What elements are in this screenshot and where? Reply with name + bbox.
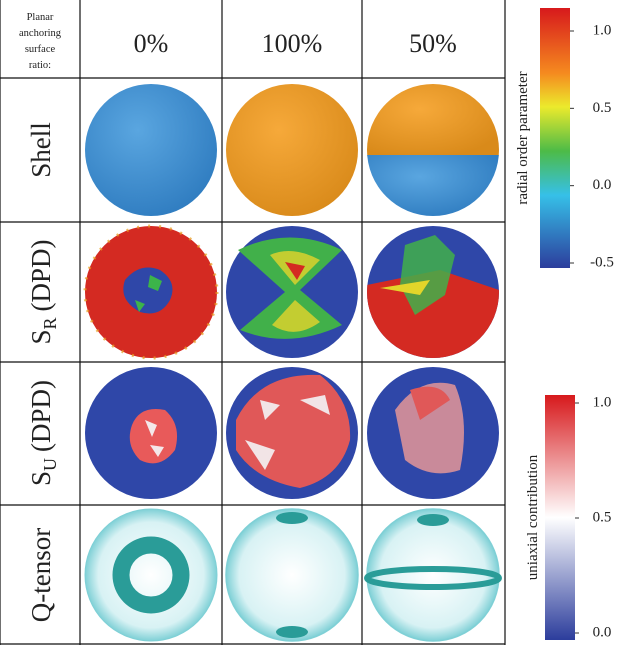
colorbar-tick-label: 1.0: [593, 22, 612, 38]
row-label-suffix: (DPD): [26, 380, 56, 452]
column-header: 0%: [134, 29, 169, 58]
row-label: SR (DPD): [26, 239, 60, 344]
colorbar-title: radial order parameter: [515, 71, 531, 204]
header-line: Planar: [27, 12, 54, 23]
colorbar-tick-label: 0.5: [593, 509, 612, 525]
row-label-main: S: [26, 329, 56, 344]
sphere-q: [84, 508, 502, 642]
sphere-su: [85, 367, 499, 499]
colorbar-tick-label: 0.5: [593, 100, 612, 116]
sphere: [85, 84, 217, 216]
row-label: Q-tensor: [26, 528, 56, 622]
header-line: anchoring: [19, 28, 62, 39]
row-label-main: S: [26, 471, 56, 486]
row-label: Shell: [26, 122, 56, 178]
header-label: Planar anchoring surface ratio:: [19, 12, 62, 71]
column-header: 50%: [409, 29, 457, 58]
row-label-suffix: (DPD): [26, 239, 56, 311]
row-label: SU (DPD): [26, 380, 60, 486]
colorbar-tick-label: -0.5: [590, 254, 614, 270]
colorbar: [545, 395, 575, 640]
sphere-sr: [83, 224, 499, 360]
column-header: 100%: [262, 29, 323, 58]
row-label-sub: R: [40, 317, 60, 329]
header-line: ratio:: [29, 60, 51, 71]
colorbar-title: uniaxial contribution: [525, 454, 541, 580]
row-label-sub: U: [40, 458, 60, 471]
sphere: [226, 84, 358, 216]
colorbar-tick-label: 0.0: [593, 624, 612, 640]
table-grid: [0, 0, 506, 645]
header-line: surface: [25, 44, 56, 55]
colorbar-tick-label: 0.0: [593, 177, 612, 193]
colorbar: [540, 8, 570, 268]
sphere: [367, 84, 499, 216]
colorbar-tick-label: 1.0: [593, 394, 612, 410]
